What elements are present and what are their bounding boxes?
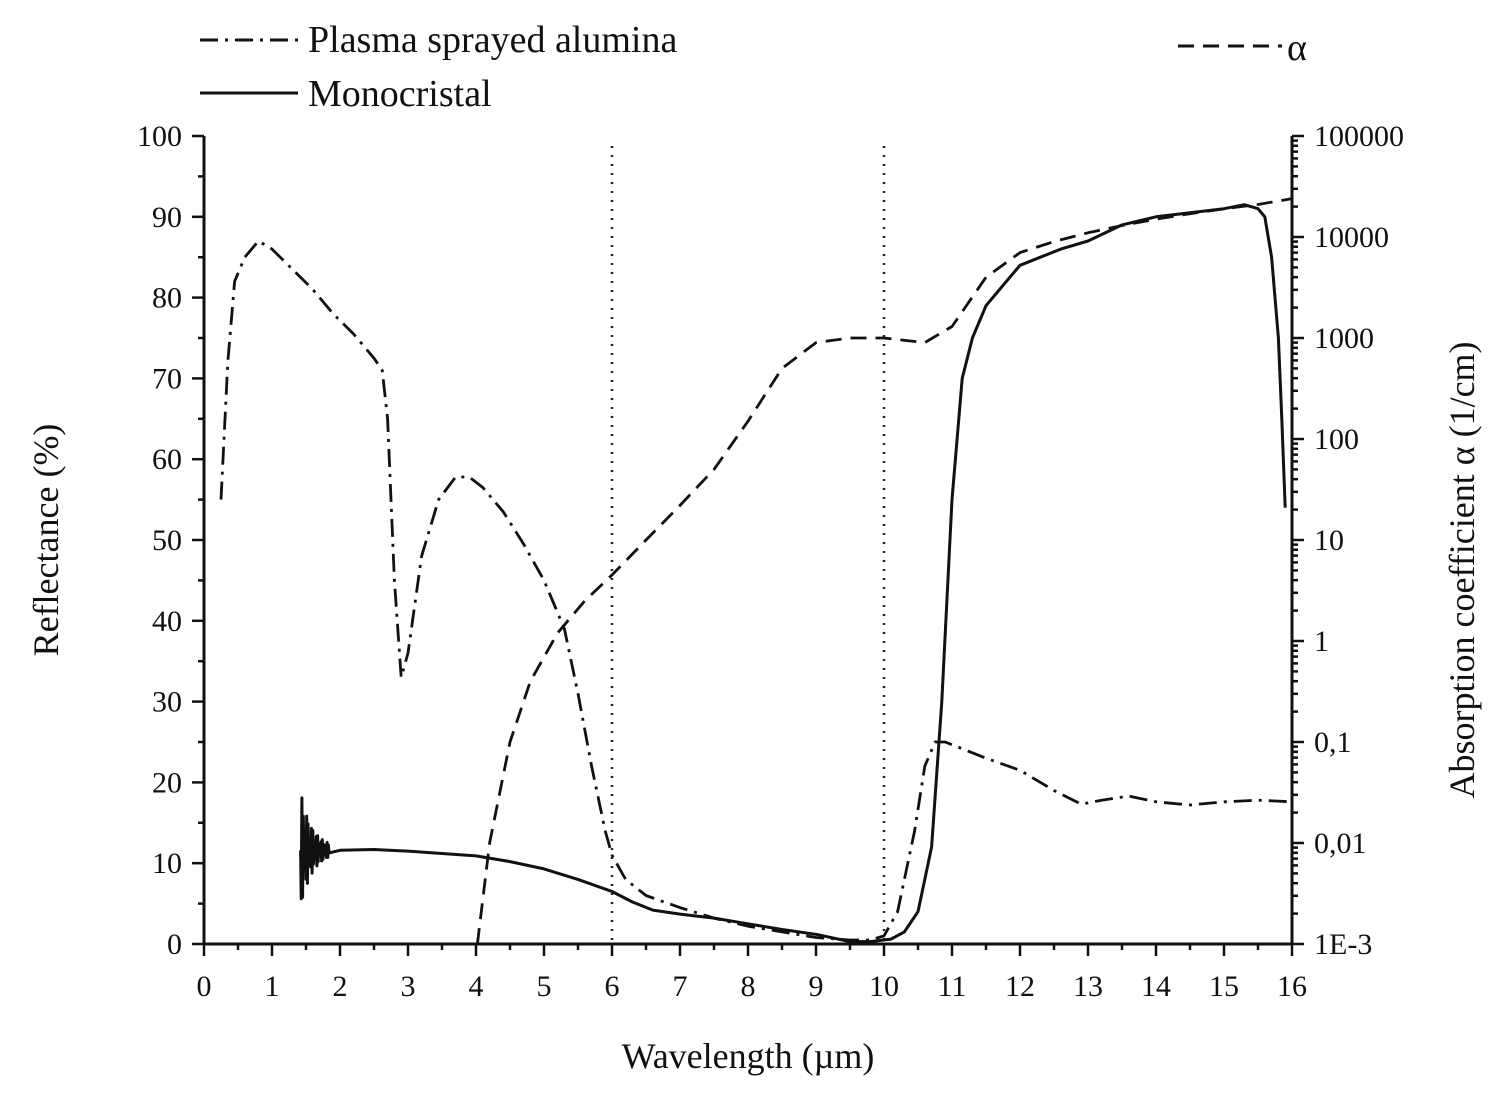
x-tick-label: 15: [1209, 970, 1239, 1003]
y-tick-label: 40: [152, 605, 182, 638]
reference-lines: [610, 146, 886, 944]
series-line-plasma-sprayed-alumina: [219, 239, 1293, 942]
x-tick-label: 10: [869, 970, 899, 1003]
x-tick-label: 8: [741, 970, 756, 1003]
y2-tick-label: 1E-3: [1314, 928, 1372, 961]
y2-tick-label: 100000: [1314, 120, 1404, 153]
x-axis-title: Wavelength (µm): [622, 1036, 875, 1076]
x-tick-label: 11: [938, 970, 967, 1003]
legend: Plasma sprayed alumina Monocristal α: [200, 19, 1307, 115]
x-tick-label: 1: [265, 970, 280, 1003]
series-group: [219, 197, 1293, 945]
y-tick-label: 100: [137, 120, 182, 153]
y-tick-label: 90: [152, 201, 182, 234]
x-tick-label: 16: [1277, 970, 1307, 1003]
y2-axis-ticks: 1E-3 0,01 0,1 1 10 100 1000 10000 100000: [1292, 120, 1404, 961]
x-tick-label: 2: [333, 970, 348, 1003]
legend-label-plasma: Plasma sprayed alumina: [308, 19, 677, 61]
x-tick-label: 13: [1073, 970, 1103, 1003]
x-tick-label: 5: [537, 970, 552, 1003]
x-axis-ticks: 0 1 2 3 4 5 6 7 8 9 10 11 12 13 14 15 16: [197, 944, 1307, 1003]
y-tick-label: 10: [152, 847, 182, 880]
y2-tick-label: 10000: [1314, 221, 1389, 254]
y-tick-label: 60: [152, 443, 182, 476]
y2-axis-title: Absorption coefficient α (1/cm): [1442, 341, 1482, 798]
y-tick-label: 0: [167, 928, 182, 961]
x-tick-label: 0: [197, 970, 212, 1003]
y-tick-label: 70: [152, 362, 182, 395]
y2-tick-label: 100: [1314, 423, 1359, 456]
y-tick-label: 50: [152, 524, 182, 557]
y2-tick-label: 10: [1314, 524, 1344, 557]
series-line-alpha: [476, 197, 1293, 945]
y2-tick-label: 0,1: [1314, 726, 1352, 759]
y-tick-label: 80: [152, 282, 182, 315]
series-line-monocristal: [299, 203, 1287, 944]
x-tick-label: 7: [673, 970, 688, 1003]
y2-tick-label: 1000: [1314, 322, 1374, 355]
x-tick-label: 12: [1005, 970, 1035, 1003]
y-tick-label: 20: [152, 766, 182, 799]
y2-tick-label: 1: [1314, 625, 1329, 658]
y-tick-label: 30: [152, 686, 182, 719]
legend-label-monocristal: Monocristal: [308, 73, 492, 115]
x-tick-label: 4: [469, 970, 484, 1003]
y-axis-title: Reflectance (%): [26, 424, 66, 657]
x-tick-label: 14: [1141, 970, 1171, 1003]
x-tick-label: 3: [401, 970, 416, 1003]
y2-tick-label: 0,01: [1314, 827, 1367, 860]
y-axis-ticks: 0 10 20 30 40 50 60 70 80 90 100: [137, 120, 204, 961]
legend-label-alpha: α: [1287, 27, 1307, 69]
x-tick-label: 9: [809, 970, 824, 1003]
x-tick-label: 6: [605, 970, 620, 1003]
